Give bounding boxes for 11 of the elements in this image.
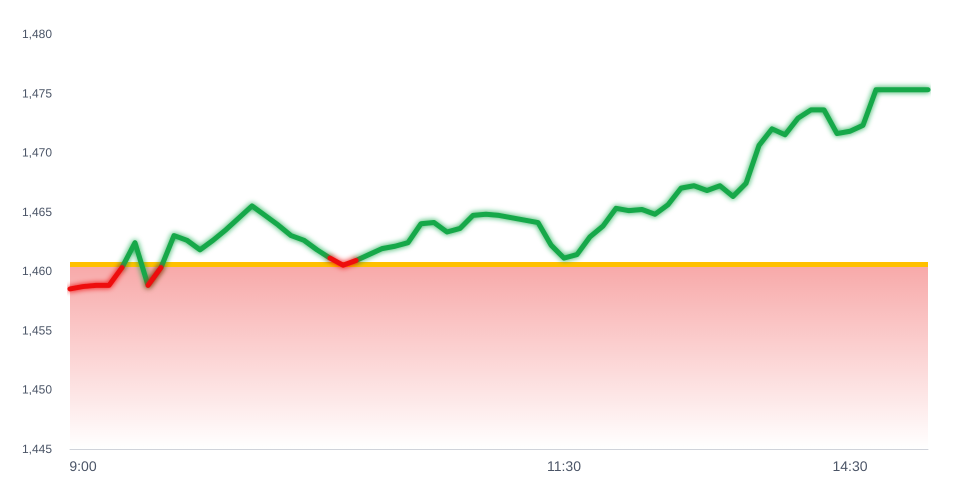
y-tick-label: 1,455: [22, 323, 52, 338]
y-tick-label: 1,470: [22, 146, 52, 160]
x-tick-label: 14:30: [832, 458, 868, 474]
y-tick-label: 1,480: [22, 27, 52, 41]
x-tick-label: 9:00: [69, 458, 97, 474]
y-tick-label: 1,465: [22, 204, 52, 219]
x-tick-label: 11:30: [547, 458, 582, 474]
y-tick-label: 1,475: [22, 86, 52, 100]
y-tick-label: 1,445: [22, 442, 52, 456]
y-tick-label: 1,460: [22, 264, 52, 278]
y-tick-label: 1,450: [22, 382, 52, 397]
